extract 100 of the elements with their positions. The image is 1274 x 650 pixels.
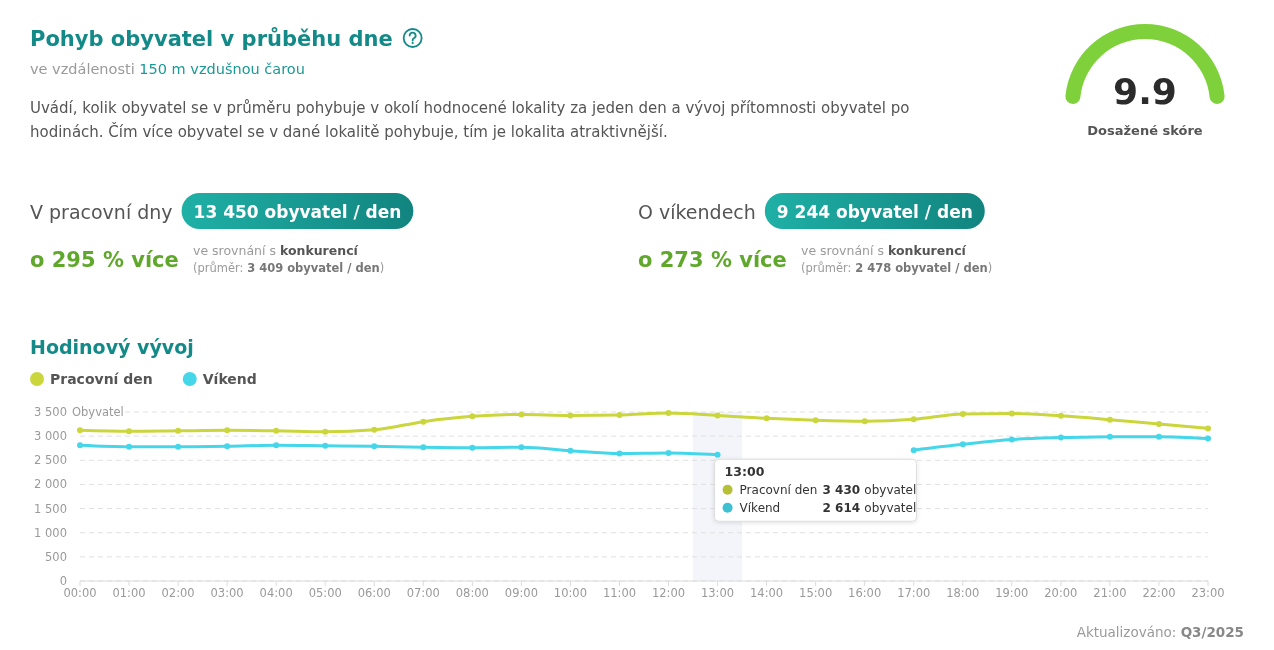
x-tick-label: 03:00	[210, 586, 244, 600]
y-tick-label: 1 500	[34, 501, 67, 516]
point	[1205, 425, 1211, 432]
point	[77, 427, 83, 434]
text: Pohyb obyvatel v průběhu dne	[30, 27, 393, 51]
point	[469, 413, 476, 420]
x-tick-label: 07:00	[406, 586, 440, 600]
y-tick-label: 2 500	[34, 453, 67, 468]
x-tick-label: 18:00	[946, 586, 980, 600]
point	[273, 442, 280, 449]
point	[1205, 435, 1211, 442]
annotation: 3 430 obyvatel	[822, 483, 917, 498]
x-tick-label: 20:00	[1044, 586, 1078, 600]
text: o 295 % více	[30, 248, 179, 272]
point	[1008, 410, 1015, 417]
x-tick-label: 13:00	[700, 586, 735, 600]
point	[126, 428, 133, 435]
point	[518, 411, 525, 418]
x-tick-label: 16:00	[848, 586, 882, 600]
y-tick-label: 0	[59, 574, 67, 588]
point	[175, 443, 182, 450]
text: (průměr: 3 409 obyvatel / den)	[193, 261, 385, 275]
x-tick-label: 01:00	[112, 586, 146, 600]
point	[714, 412, 721, 419]
point	[273, 427, 280, 434]
point	[224, 443, 231, 450]
point	[567, 412, 574, 419]
point	[77, 442, 83, 449]
point	[518, 444, 525, 451]
x-tick-label: 21:00	[1093, 586, 1127, 600]
point	[1008, 436, 1015, 443]
text: O víkendech	[638, 201, 756, 223]
x-tick-label: 23:00	[1191, 586, 1225, 600]
point	[861, 418, 868, 425]
text: 9 244 obyvatel / den	[776, 201, 973, 222]
y-tick-label: 3 500	[34, 405, 67, 419]
y-tick-label: 3 000	[34, 429, 67, 444]
text: Aktualizováno: Q3/2025	[1076, 624, 1244, 640]
text: Pracovní den	[739, 483, 818, 498]
text: 13 450 obyvatel / den	[193, 201, 402, 222]
y-tick-label: 2 000	[34, 477, 67, 492]
point	[322, 428, 329, 435]
point	[959, 441, 966, 448]
x-tick-label: 02:00	[161, 586, 195, 600]
x-tick-label: 11:00	[602, 586, 637, 600]
y-tick-label: 500	[45, 549, 67, 564]
point	[616, 450, 623, 457]
y-tick-label: 1 000	[34, 525, 67, 540]
point	[420, 418, 427, 425]
point	[763, 415, 770, 422]
x-tick-label: 17:00	[897, 586, 931, 600]
x-tick-label: 22:00	[1142, 586, 1176, 600]
text: ve srovnání s konkurencí	[801, 243, 967, 258]
y-axis-title: Obyvatel	[72, 405, 124, 419]
x-tick-label: 09:00	[504, 586, 538, 600]
x-tick-label: 15:00	[799, 586, 833, 600]
x-tick-label: 12:00	[651, 586, 686, 600]
x-tick-label: 19:00	[995, 586, 1029, 600]
point	[224, 427, 231, 434]
point	[665, 450, 672, 457]
point	[420, 444, 427, 451]
point	[1106, 416, 1113, 423]
point	[812, 417, 819, 424]
text: Uvádí, kolik obyvatel se v průměru pohybuje v okolí hodnocené lokality za jeden den a vývoj přítomnosti obyvatel po hodinách. Čím více obyvatel se v dané lokalitě pohybuje, tím je lokalita atraktivnější.	[30, 99, 910, 141]
x-tick-label: 00:00	[63, 586, 97, 600]
point	[714, 451, 721, 458]
x-tick-label: 04:00	[259, 586, 293, 600]
point	[567, 447, 574, 454]
point	[1057, 434, 1064, 441]
annotation: 2 614 obyvatel	[822, 501, 917, 516]
text: (průměr: 2 478 obyvatel / den)	[801, 261, 993, 275]
x-tick-label: 10:00	[553, 586, 588, 600]
annotation: 13:00	[724, 464, 765, 480]
text: Dosažené skóre	[1087, 123, 1203, 138]
text: Víkend	[739, 501, 781, 516]
x-tick-label: 06:00	[357, 586, 391, 600]
point	[469, 444, 476, 451]
point	[1155, 421, 1162, 428]
data-label: 9.9	[1113, 71, 1177, 112]
x-tick-label: 14:00	[750, 586, 784, 600]
text: ve vzdálenosti 150 m vzdušnou čarou	[30, 61, 305, 77]
legend-label: Pracovní den	[50, 371, 153, 387]
text: o 273 % více	[638, 248, 787, 272]
chart-title: Hodinový vývoj	[30, 336, 194, 358]
point	[126, 443, 133, 450]
point	[665, 409, 672, 416]
point	[616, 411, 623, 418]
point	[322, 442, 329, 449]
point	[910, 447, 917, 454]
point	[910, 416, 917, 423]
text: ve srovnání s konkurencí	[193, 243, 359, 258]
point	[371, 443, 378, 450]
point	[1057, 412, 1064, 419]
point	[1106, 433, 1113, 440]
x-tick-label: 08:00	[455, 586, 489, 600]
text: V pracovní dny	[30, 201, 173, 223]
point	[175, 427, 182, 434]
point	[1155, 433, 1162, 440]
legend-label: Víkend	[202, 371, 257, 387]
x-tick-label: 05:00	[308, 586, 342, 600]
